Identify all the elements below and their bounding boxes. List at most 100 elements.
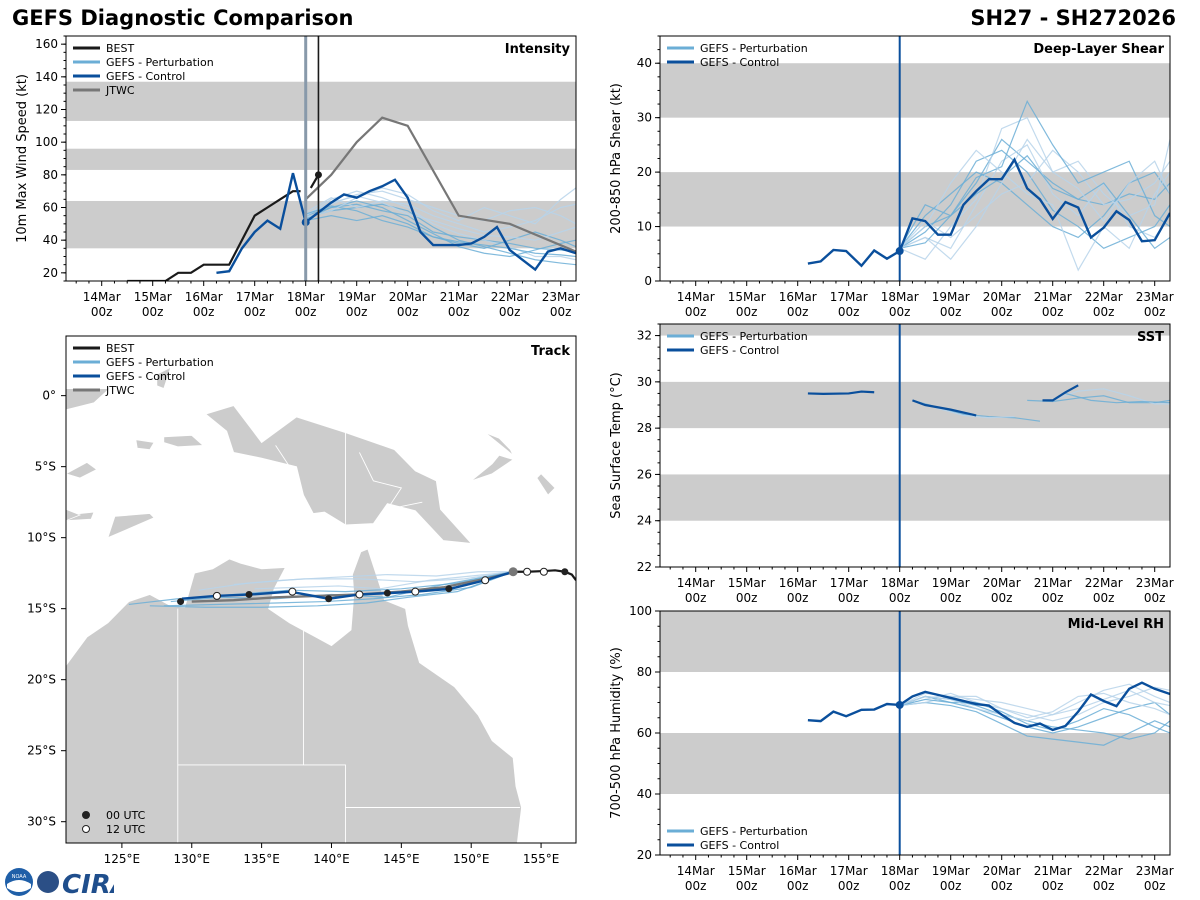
y-tick-label: 10 <box>637 220 652 234</box>
x-tick-label: 19Mar <box>932 864 970 878</box>
x-tick-label: 14Mar <box>677 290 715 304</box>
track-map: 125°E 130°E 135°E 140°E 145°E 150°E 155°E 0° 5°S… <box>27 335 577 866</box>
x-tick-label-hour: 00z <box>1093 879 1115 893</box>
y-tick-label: 24 <box>637 514 652 528</box>
storm-id: SH27 - SH272026 <box>970 6 1176 30</box>
x-tick-label-hour: 00z <box>91 305 113 319</box>
legend-label: GEFS - Control <box>106 70 185 83</box>
x-tick-label: 16Mar <box>779 576 817 590</box>
y-tick-label: 0 <box>644 274 652 288</box>
legend-label: GEFS - Perturbation <box>700 825 808 838</box>
lat-tick-label: 0° <box>42 389 56 403</box>
x-tick-label-hour: 00z <box>736 591 758 605</box>
x-tick-label: 20Mar <box>983 290 1021 304</box>
marker-legend-label: 12 UTC <box>106 823 146 836</box>
cira-logo: NOAA CIRA <box>5 868 114 898</box>
x-tick-label: 14Mar <box>83 290 121 304</box>
x-tick-label: 19Mar <box>932 290 970 304</box>
lon-tick-label: 145°E <box>383 852 420 866</box>
x-tick-label-hour: 00z <box>787 879 809 893</box>
lon-tick-label: 150°E <box>453 852 490 866</box>
x-tick-label: 22Mar <box>1085 290 1123 304</box>
perturbation-line <box>899 116 1170 260</box>
perturbation-track <box>233 571 514 586</box>
control-line <box>216 172 576 275</box>
y-tick-label: 100 <box>35 135 58 149</box>
control-line <box>807 157 1170 268</box>
y-tick-label: 140 <box>35 70 58 84</box>
x-tick-label-hour: 00z <box>295 305 317 319</box>
band-1 <box>660 611 1170 672</box>
x-tick-label: 19Mar <box>932 576 970 590</box>
panel-title: Intensity <box>505 42 571 57</box>
new-guinea-land <box>204 405 473 544</box>
jtwc-line <box>304 116 576 253</box>
legend-label: GEFS - Perturbation <box>106 56 214 69</box>
marker-legend-symbol <box>82 825 90 833</box>
x-tick-label-hour: 00z <box>889 305 911 319</box>
lon-tick-label: 155°E <box>523 852 560 866</box>
x-tick-label-hour: 00z <box>244 305 266 319</box>
y-tick-label: 22 <box>637 560 652 574</box>
new-britain-island <box>470 454 515 482</box>
perturbation-line <box>899 689 1170 722</box>
control-12utc-point <box>411 587 420 596</box>
x-tick-label: 18Mar <box>287 290 325 304</box>
y-tick-label: 30 <box>637 375 652 389</box>
lat-tick-label: 25°S <box>27 744 56 758</box>
control-00utc-point <box>245 590 253 598</box>
perturbation-line <box>1065 392 1170 404</box>
best-line <box>127 190 301 281</box>
perturbation-line <box>899 149 1170 250</box>
x-tick-label-hour: 00z <box>736 879 758 893</box>
x-tick-label-hour: 00z <box>1093 591 1115 605</box>
flores-island <box>66 511 95 522</box>
x-tick-label: 20Mar <box>389 290 427 304</box>
x-tick-label-hour: 00z <box>685 879 707 893</box>
island-small <box>66 508 82 522</box>
band-2 <box>660 324 1170 336</box>
x-tick-label-hour: 00z <box>685 305 707 319</box>
control-line <box>807 390 875 395</box>
legend-label: BEST <box>106 42 134 55</box>
halmahera-island <box>156 366 172 390</box>
plot-area <box>66 36 576 281</box>
x-tick-label: 18Mar <box>881 290 919 304</box>
seram-island <box>163 435 204 448</box>
marker-legend-symbol <box>82 811 90 819</box>
sulawesi-land <box>66 376 123 411</box>
x-tick-label: 22Mar <box>491 290 529 304</box>
control-line <box>807 681 1170 732</box>
y-tick-label: 40 <box>637 787 652 801</box>
x-tick-label: 17Mar <box>236 290 274 304</box>
perturbation-line <box>899 701 1170 746</box>
x-tick-label-hour: 00z <box>736 305 758 319</box>
y-tick-label: 60 <box>637 726 652 740</box>
x-tick-label: 21Mar <box>1034 290 1072 304</box>
initial-position <box>508 567 518 577</box>
perturbation-line <box>1027 395 1170 404</box>
x-tick-label: 17Mar <box>830 290 868 304</box>
x-tick-label-hour: 00z <box>448 305 470 319</box>
legend-label: GEFS - Control <box>700 56 779 69</box>
control-12utc-point <box>212 591 221 600</box>
band-0 <box>660 474 1170 521</box>
perturbation-line <box>305 203 576 266</box>
x-tick-label-hour: 00z <box>940 591 962 605</box>
y-axis-label: 10m Max Wind Speed (kt) <box>15 74 30 243</box>
y-axis-label: Sea Surface Temp (°C) <box>609 372 624 519</box>
y-tick-label: 20 <box>637 848 652 862</box>
y-tick-label: 40 <box>637 56 652 70</box>
map-area <box>66 366 576 843</box>
x-tick-label-hour: 00z <box>346 305 368 319</box>
x-tick-label-hour: 00z <box>1144 879 1166 893</box>
intensity-chart: 2040608010012014016014Mar00z15Mar00z16Ma… <box>15 35 580 319</box>
shear-chart: 01020304014Mar00z15Mar00z16Mar00z17Mar00… <box>609 35 1174 319</box>
perturbation-line <box>899 138 1170 261</box>
lon-tick-label: 135°E <box>243 852 280 866</box>
lat-tick-label: 20°S <box>27 673 56 687</box>
plot-area <box>660 324 1170 567</box>
y-tick-label: 160 <box>35 37 58 51</box>
best-00utc-point <box>561 568 569 576</box>
buru-island <box>135 439 155 451</box>
